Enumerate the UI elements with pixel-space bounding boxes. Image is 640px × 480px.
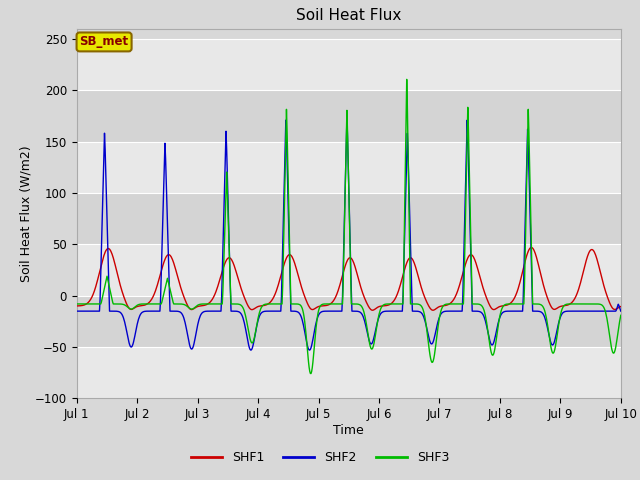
SHF2 xyxy=(90,308,98,314)
SHF1 xyxy=(617,304,625,310)
SHF3 xyxy=(403,76,411,82)
SHF2 xyxy=(607,308,615,314)
SHF2 xyxy=(332,308,339,314)
Bar xyxy=(77,193,621,244)
Y-axis label: Soil Heat Flux (W/m2): Soil Heat Flux (W/m2) xyxy=(19,145,32,282)
SHF1 xyxy=(331,295,339,301)
Bar xyxy=(77,296,621,347)
Bar xyxy=(77,39,621,90)
Title: Soil Heat Flux: Soil Heat Flux xyxy=(296,9,401,24)
SHF2 xyxy=(610,308,618,314)
SHF2 xyxy=(617,308,625,314)
SHF1 xyxy=(369,307,376,313)
SHF3 xyxy=(73,301,81,307)
Bar xyxy=(77,244,621,296)
SHF2 xyxy=(306,347,314,353)
SHF1 xyxy=(403,258,411,264)
SHF2 xyxy=(433,326,440,332)
SHF3 xyxy=(607,344,615,350)
Bar xyxy=(77,142,621,193)
Text: SB_met: SB_met xyxy=(79,36,129,48)
SHF3 xyxy=(404,144,412,150)
SHF3 xyxy=(610,350,618,356)
SHF1 xyxy=(610,306,618,312)
SHF2 xyxy=(73,308,81,314)
SHF1 xyxy=(73,303,81,309)
SHF1 xyxy=(432,306,440,312)
SHF3 xyxy=(617,312,625,318)
SHF2 xyxy=(343,115,351,121)
Legend: SHF1, SHF2, SHF3: SHF1, SHF2, SHF3 xyxy=(186,446,454,469)
SHF1 xyxy=(90,290,98,296)
SHF3 xyxy=(332,301,339,307)
Line: SHF2: SHF2 xyxy=(77,118,621,350)
Bar xyxy=(77,90,621,142)
SHF1 xyxy=(607,303,615,309)
Bar xyxy=(77,347,621,398)
SHF3 xyxy=(433,337,440,343)
SHF3 xyxy=(307,371,315,376)
X-axis label: Time: Time xyxy=(333,424,364,437)
Line: SHF1: SHF1 xyxy=(77,248,621,310)
SHF1 xyxy=(527,245,535,251)
SHF3 xyxy=(90,301,98,307)
SHF2 xyxy=(404,148,412,154)
Line: SHF3: SHF3 xyxy=(77,79,621,373)
